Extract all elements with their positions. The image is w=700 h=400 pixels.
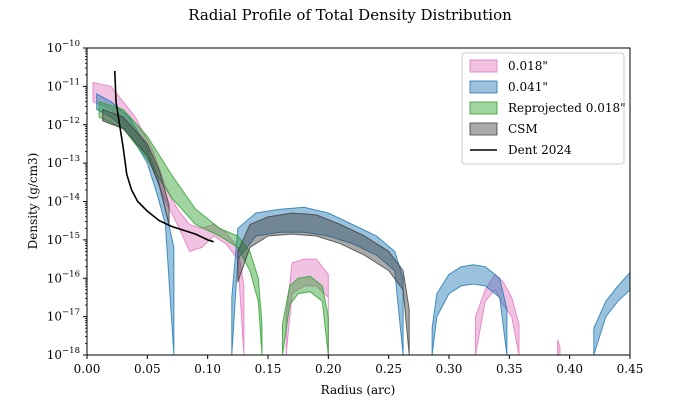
x-axis: 0.00 0.05 0.10 0.15 0.20 0.25 0.30 0.35 0.40 0.45 [74, 355, 644, 376]
x-tick-label: 0.05 [134, 362, 161, 376]
y-tick-label: 10−16 [47, 269, 80, 285]
x-tick-label: 0.00 [74, 362, 101, 376]
y-tick-label: 10−14 [47, 193, 80, 209]
series-0-018-band-1 [285, 258, 329, 355]
legend-0-018-swatch [469, 59, 498, 73]
y-tick-label: 10−18 [47, 346, 80, 362]
series-0-041-band-2 [431, 264, 508, 355]
x-tick-label: 0.15 [255, 362, 282, 376]
y-tick-label: 10−10 [47, 39, 80, 55]
y-tick-label: 10−17 [47, 308, 80, 324]
x-tick-label: 0.20 [315, 362, 342, 376]
legend-csm-swatch [469, 122, 498, 136]
x-axis-label: Radius (arc) [321, 383, 396, 397]
y-tick-label: 10−12 [47, 116, 80, 132]
x-tick-label: 0.10 [194, 362, 221, 376]
x-tick-label: 0.30 [436, 362, 463, 376]
x-tick-label: 0.35 [496, 362, 523, 376]
series-dent-2024-line [114, 70, 214, 243]
x-tick-label: 0.25 [375, 362, 402, 376]
x-tick-label: 0.40 [556, 362, 583, 376]
series-layer [92, 70, 630, 355]
series-0-041-band-1 [231, 206, 404, 355]
legend-0-041-label: 0.041" [508, 80, 548, 94]
y-tick-label: 10−11 [47, 77, 80, 93]
series-reprojected-0-018-band-1 [282, 275, 329, 355]
legend: 0.018" 0.041" Reprojected 0.018" CSM Dent 20… [461, 52, 626, 165]
legend-reprojected-0-018-swatch [469, 101, 498, 115]
legend-reprojected-0-018-label: Reprojected 0.018" [508, 101, 626, 115]
y-axis-label: Density (g/cm3) [26, 153, 40, 250]
y-tick-label: 10−13 [47, 154, 80, 170]
y-axis: 10−18 10−17 10−16 10−15 10−14 10−13 10−12 10−11… [47, 39, 87, 362]
series-reprojected-0-018-band-0 [98, 101, 263, 355]
legend-0-041-swatch [469, 80, 498, 94]
legend-csm-label: CSM [508, 122, 538, 136]
legend-0-018-label: 0.018" [508, 59, 548, 73]
series-0-018-band-3 [557, 339, 561, 355]
legend-dent-2024-label: Dent 2024 [508, 143, 572, 157]
series-0-041-band-0 [96, 93, 175, 355]
series-0-041-band-3 [593, 271, 630, 355]
chart-title: Radial Profile of Total Density Distribu… [188, 6, 512, 24]
legend-frame [461, 52, 625, 165]
x-tick-label: 0.45 [617, 362, 644, 376]
series-csm-band-1 [237, 212, 410, 355]
y-tick-label: 10−15 [47, 231, 80, 247]
